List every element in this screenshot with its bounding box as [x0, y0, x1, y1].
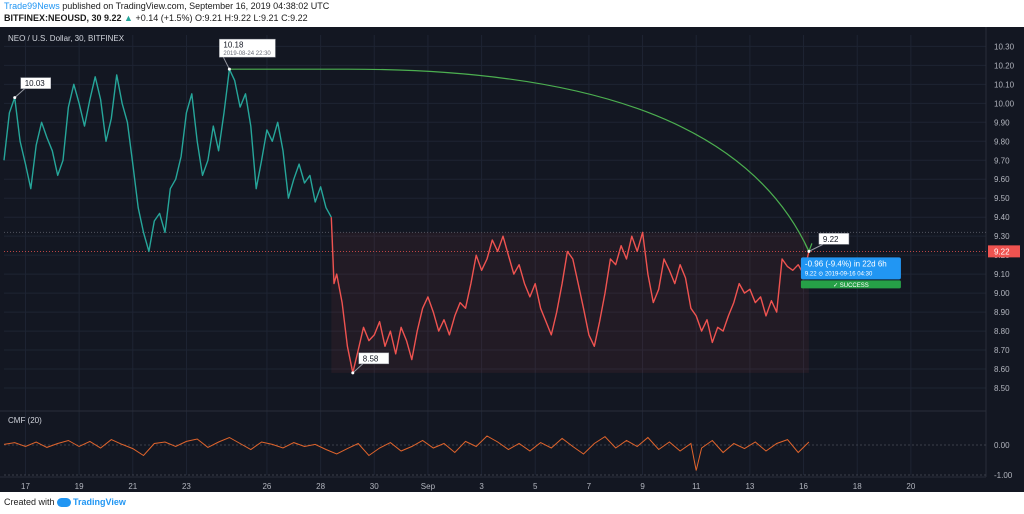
publisher-line: Trade99News published on TradingView.com…	[4, 0, 1020, 12]
x-tick-label: Sep	[421, 482, 436, 491]
x-tick-label: 3	[479, 482, 484, 491]
y-tick-label: 9.30	[994, 232, 1010, 241]
x-tick-label: 23	[182, 482, 191, 491]
y-tick-label: 8.80	[994, 327, 1010, 336]
symbol-line: BITFINEX:NEOUSD, 30 9.22 ▲ +0.14 (+1.5%)…	[4, 12, 1020, 24]
callout-anchor-dot	[227, 67, 231, 71]
y-tick-label: 8.90	[994, 308, 1010, 317]
tradingview-brand[interactable]: TradingView	[73, 497, 126, 507]
x-tick-label: 20	[906, 482, 915, 491]
callout-value: 10.03	[25, 79, 46, 88]
measure-info-box	[800, 257, 901, 280]
y-tick-label: 9.80	[994, 137, 1010, 146]
success-badge	[800, 280, 901, 289]
last-price-tag-label: 9.22	[994, 247, 1010, 256]
cmf-tick-label: 0.00	[994, 441, 1010, 450]
callout-subtext: 2019-08-24 22:30	[223, 51, 271, 57]
y-tick-label: 9.00	[994, 289, 1010, 298]
measure-shade	[331, 232, 809, 373]
publisher-link[interactable]: Trade99News	[4, 1, 60, 11]
x-tick-label: 5	[533, 482, 538, 491]
y-tick-label: 9.10	[994, 270, 1010, 279]
callout-value: 8.58	[363, 354, 379, 363]
callout-anchor-dot	[351, 371, 355, 375]
x-tick-label: 28	[316, 482, 325, 491]
callout-pointer	[808, 243, 824, 252]
chart-area[interactable]: 10.30 10.20 10.10 10.00 9.90 9.80 9.70 9.60 9.50…	[0, 27, 1024, 492]
callout-box	[818, 233, 850, 245]
x-tick-label: 9	[640, 482, 645, 491]
callout-pointer	[222, 56, 230, 70]
x-tick-label: 21	[128, 482, 137, 491]
y-tick-label: 9.50	[994, 194, 1010, 203]
tradingview-logo-icon	[57, 498, 72, 508]
x-tick-label: 18	[853, 482, 862, 491]
success-badge-label: ✓ SUCCESS	[833, 283, 869, 289]
created-with-text: Created with	[4, 497, 55, 507]
callout-anchor-dot	[807, 249, 811, 253]
cmf-line	[3, 435, 810, 471]
callout-value: 10.18	[223, 41, 244, 50]
cmf-title: CMF (20)	[8, 416, 42, 425]
publication-header: Trade99News published on TradingView.com…	[4, 0, 1020, 26]
y-tick-label: 9.60	[994, 175, 1010, 184]
x-tick-label: 11	[692, 482, 701, 491]
callout-pointer	[14, 88, 26, 99]
published-text: published on TradingView.com, September …	[59, 1, 330, 11]
x-tick-label: 16	[799, 482, 808, 491]
x-tick-label: 7	[587, 482, 592, 491]
y-tick-label: 9.70	[994, 156, 1010, 165]
callout-pointer	[352, 363, 364, 374]
y-tick-label: 10.30	[994, 42, 1015, 51]
cmf-tick-label: -1.00	[994, 471, 1013, 480]
y-tick-label: 8.50	[994, 384, 1010, 393]
callout-box	[358, 352, 390, 365]
symbol-prefix: BITFINEX:NEOUSD, 30 9.22	[4, 13, 125, 23]
y-tick-label: 9.40	[994, 213, 1010, 222]
series-line-up	[3, 68, 332, 253]
series-line-down	[330, 217, 810, 374]
x-tick-label: 13	[745, 482, 754, 491]
change-text: +0.14 (+1.5%) O:9.21 H:9.22 L:9.21 C:9.2…	[132, 13, 308, 23]
measure-line-1: -0.96 (-9.4%) in 22d 6h	[805, 259, 887, 268]
x-tick-label: 30	[370, 482, 379, 491]
y-tick-label: 10.10	[994, 80, 1015, 89]
callout-value: 9.22	[823, 235, 839, 244]
y-tick-label: 10.20	[994, 61, 1015, 70]
callout-box	[219, 38, 276, 58]
y-tick-label: 9.90	[994, 118, 1010, 127]
y-tick-label: 10.00	[994, 99, 1015, 108]
footer: Created with TradingView	[4, 497, 126, 508]
y-tick-label: 8.70	[994, 346, 1010, 355]
price-chart-svg: 10.30 10.20 10.10 10.00 9.90 9.80 9.70 9.60 9.50…	[0, 27, 1024, 492]
chart-title: NEO / U.S. Dollar, 30, BITFINEX	[8, 34, 125, 43]
callout-anchor-dot	[13, 96, 17, 100]
x-tick-label: 26	[262, 482, 271, 491]
callout-box	[20, 77, 51, 89]
x-tick-label: 17	[21, 482, 30, 491]
projection-curve	[229, 68, 810, 252]
last-price-tag	[988, 245, 1020, 258]
change-arrow-icon: ▲	[124, 13, 133, 23]
measure-line-2: 9.22 ⊙ 2019-09-16 04:30	[805, 271, 873, 277]
x-tick-label: 19	[75, 482, 84, 491]
y-tick-label: 8.60	[994, 365, 1010, 374]
